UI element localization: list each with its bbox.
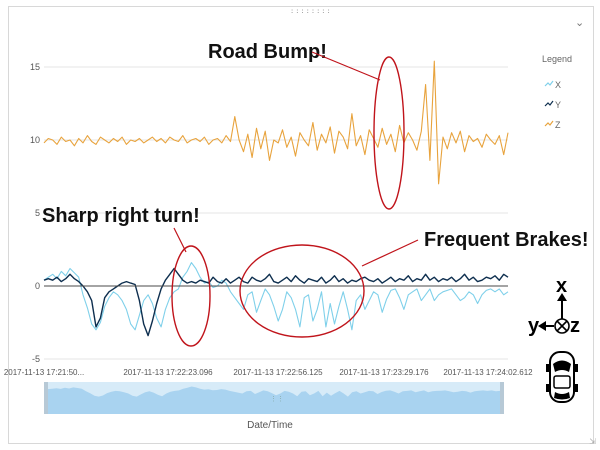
legend-item-y[interactable]: Y [544,100,561,110]
x-tick-label: 2017-11-13 17:22:56.125 [233,368,323,377]
annotation-road-bump-label: Road Bump! [208,41,327,63]
y-axis-ticks: 15 10 5 0 -5 [30,62,40,364]
annotation-connector [173,227,187,253]
drag-grip-handle[interactable]: :::::::: [290,7,332,15]
annotation-sharp-turn-label: Sharp right turn! [42,205,200,227]
orientation-diagram: x y z [528,275,580,337]
x-tick-label: 2017-11-13 17:22:23.096 [123,368,213,377]
annotation-connector [311,51,381,81]
annotation-ellipse [373,56,405,210]
arrow-head-icon [538,321,546,331]
arrow-head-icon [557,293,567,301]
annotation-ellipse [239,244,365,338]
annotation-sharp-turn: Sharp right turn! [42,205,211,347]
range-selector-sparkline [48,386,500,414]
y-tick-label: 10 [30,135,40,145]
y-tick-label: 15 [30,62,40,72]
chart-visual [8,6,594,444]
series-line-z[interactable] [43,60,509,185]
legend-title: Legend [542,54,572,64]
y-tick-label: 5 [35,208,40,218]
range-handle-right[interactable] [500,382,504,414]
annotation-road-bump: Road Bump! [208,41,405,210]
line-series-icon [544,80,554,87]
line-series-icon [544,100,554,107]
grid-lines [44,66,508,360]
x-axis-title: Date/Time [247,420,293,431]
legend-label-x: X [555,80,561,90]
axis-y-label: y [528,315,540,337]
x-tick-label: 2017-11-13 17:24:02.612 [443,368,533,377]
legend: Legend X Y Z [542,54,572,130]
resize-handle-icon[interactable]: ⇲ [589,437,596,446]
axis-z-cross-icon [556,320,568,332]
axis-x-label: x [556,275,567,297]
range-selector[interactable]: ⋮⋮ [44,382,504,414]
chevron-down-icon[interactable]: ⌄ [575,17,585,29]
axis-z-label: z [570,315,580,337]
legend-item-x[interactable]: X [544,80,561,90]
legend-item-z[interactable]: Z [544,120,561,130]
annotation-ellipse [171,245,211,347]
annotation-frequent-brakes: Frequent Brakes! [239,229,589,338]
series-line-y[interactable] [43,267,509,337]
series-line-x[interactable] [43,262,509,331]
annotation-connector [361,239,419,267]
range-grip-icon[interactable]: ⋮⋮ [270,396,284,403]
line-series-icon [544,120,554,127]
series-lines [43,60,509,337]
y-tick-label: 0 [35,281,40,291]
legend-label-y: Y [555,100,561,110]
x-tick-label: 2017-11-13 17:23:29.176 [339,368,429,377]
legend-label-z: Z [555,120,561,130]
range-handle-left[interactable] [44,382,48,414]
y-tick-label: -5 [32,354,40,364]
x-tick-label: 2017-11-13 17:21:50... [4,368,84,377]
annotation-frequent-brakes-label: Frequent Brakes! [424,229,589,251]
x-axis-ticks: 2017-11-13 17:21:50... 2017-11-13 17:22:2… [4,368,533,377]
car-icon [546,351,578,403]
